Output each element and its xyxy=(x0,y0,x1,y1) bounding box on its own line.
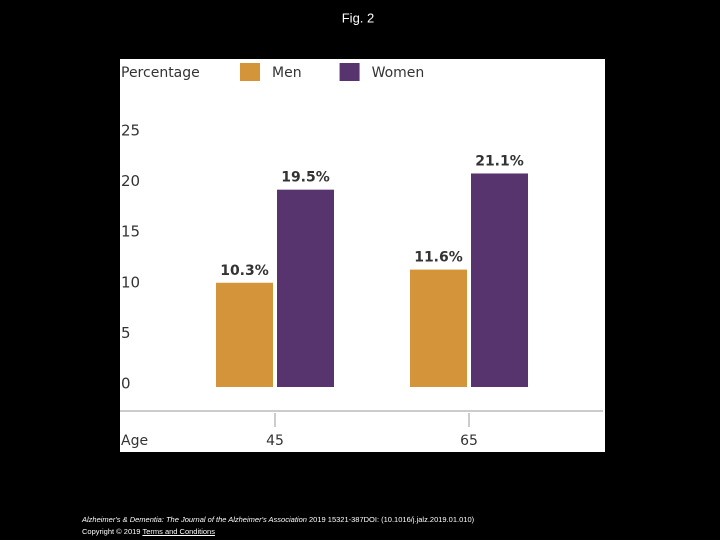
chart-panel xyxy=(120,59,605,452)
value-label: 21.1% xyxy=(475,153,524,169)
y-tick-label: 15 xyxy=(121,223,140,241)
bar xyxy=(216,282,273,387)
legend-label: Men xyxy=(272,65,302,81)
value-label: 11.6% xyxy=(414,250,463,266)
value-label: 10.3% xyxy=(220,263,269,279)
value-label: 19.5% xyxy=(281,170,330,186)
y-tick-label: 5 xyxy=(121,324,131,342)
x-axis-label: Age xyxy=(121,433,148,449)
legend-swatch xyxy=(339,63,360,81)
copyright-line: Copyright © 2019 Terms and Conditions xyxy=(82,527,215,536)
bar xyxy=(277,189,334,387)
y-tick-label: 0 xyxy=(121,375,131,393)
bar xyxy=(410,269,467,387)
x-tick-label: 45 xyxy=(266,433,284,449)
copyright: Copyright © 2019 xyxy=(82,527,141,536)
x-tick-label: 65 xyxy=(460,433,478,449)
legend-swatch xyxy=(240,63,260,81)
figure-title: Fig. 2 xyxy=(342,10,375,25)
y-tick-label: 25 xyxy=(121,122,140,140)
y-tick-label: 20 xyxy=(121,172,140,190)
bar xyxy=(471,173,528,387)
details: 2019 15321-387DOI: (10.1016/j.jalz.2019.… xyxy=(309,515,475,524)
y-tick-label: 10 xyxy=(121,273,140,291)
citation: Alzheimer's & Dementia: The Journal of t… xyxy=(82,515,474,524)
y-axis-label: Percentage xyxy=(121,65,200,81)
journal: Alzheimer's & Dementia: The Journal of t… xyxy=(82,515,307,524)
terms-link[interactable]: Terms and Conditions xyxy=(142,527,215,536)
legend-label: Women xyxy=(372,65,425,81)
